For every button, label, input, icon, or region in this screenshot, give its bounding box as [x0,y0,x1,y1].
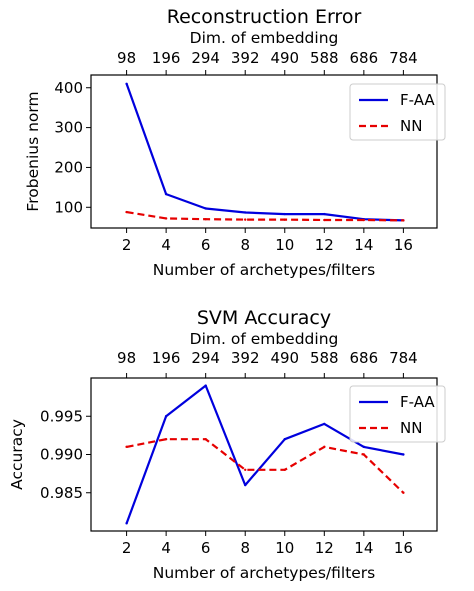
x-tick-label: 14 [354,539,373,557]
secondary-x-tick-label: 784 [389,349,418,367]
data-point [362,445,366,449]
x-tick-label: 6 [201,236,211,254]
y-tick-label: 100 [54,198,83,216]
legend-label: F-AA [400,393,435,411]
x-axis-title: Number of archetypes/filters [153,261,376,279]
secondary-x-tick-label: 294 [191,49,220,67]
legend-label: NN [400,117,422,135]
data-point [125,445,128,449]
data-point [244,211,247,214]
data-point [362,218,366,222]
x-tick-label: 8 [240,236,250,254]
data-point [402,491,405,494]
legend-label: NN [400,419,422,437]
data-point [283,218,286,221]
data-point [244,218,247,221]
legend-label: F-AA [400,91,435,109]
x-tick-label: 2 [122,236,132,254]
y-tick-label: 0.995 [40,407,83,425]
x-tick-label: 10 [275,539,294,557]
secondary-x-tick-label: 490 [270,349,299,367]
series-line-nn [126,438,405,494]
y-axis-title: Frobenius norm [24,91,42,211]
x-tick-label: 12 [315,236,334,254]
plot-frame [90,74,438,229]
x-tick-label: 2 [122,539,132,557]
data-point [402,219,405,222]
chart-title: Reconstruction Error [167,6,362,28]
data-point [244,483,247,487]
data-point [164,438,168,441]
y-tick-label: 200 [54,158,83,176]
x-tick-label: 6 [201,539,211,557]
data-point [323,212,326,216]
secondary-x-tick-label: 294 [191,349,220,367]
data-point [204,438,207,441]
secondary-x-axis-title: Dim. of embedding [190,29,339,47]
data-point [204,218,207,221]
data-point [283,468,286,471]
data-point [204,207,207,210]
data-point [125,210,128,214]
y-tick-label: 400 [54,79,83,97]
x-tick-label: 12 [315,539,334,557]
secondary-x-tick-label: 784 [389,49,418,67]
data-point [283,438,286,441]
x-tick-label: 10 [275,236,294,254]
secondary-x-tick-label: 392 [231,49,260,67]
legend: F-AA NN [349,83,446,141]
chart-title: SVM Accuracy [197,307,331,329]
series-line-f-aa [125,384,404,524]
secondary-x-tick-label: 392 [231,349,260,367]
x-tick-label: 16 [394,236,413,254]
data-point [244,468,247,471]
y-axis-title: Accuracy [8,419,26,490]
x-tick-label: 4 [161,236,171,254]
x-axis-title: Number of archetypes/filters [153,564,376,582]
x-tick-label: 16 [394,539,413,557]
y-tick-label: 0.985 [40,484,83,502]
secondary-x-tick-label: 98 [117,349,136,367]
secondary-x-tick-label: 196 [152,49,181,67]
plot-frame [90,377,438,532]
secondary-x-tick-label: 490 [270,49,299,67]
legend: F-AA NN [349,385,446,443]
data-point [164,192,168,196]
data-point [283,212,286,216]
data-point [402,453,405,456]
secondary-x-tick-label: 588 [310,349,339,367]
series-line-nn [126,211,404,222]
data-point [125,522,128,525]
data-point [204,384,207,387]
data-point [362,453,366,456]
secondary-x-tick-label: 686 [350,49,379,67]
secondary-x-tick-label: 588 [310,49,339,67]
data-point [164,415,168,418]
secondary-x-tick-label: 686 [350,349,379,367]
x-tick-label: 4 [161,539,171,557]
data-point [323,218,326,222]
data-point [125,82,128,85]
secondary-x-tick-label: 98 [117,49,136,67]
y-tick-label: 0.990 [40,446,83,464]
x-tick-label: 8 [240,539,250,557]
secondary-x-axis-title: Dim. of embedding [190,330,339,348]
secondary-x-tick-label: 196 [152,349,181,367]
y-tick-label: 300 [54,119,83,137]
x-tick-label: 14 [354,236,373,254]
data-point [323,445,326,449]
series-line-f-aa [125,83,404,222]
data-point [323,422,326,426]
data-point [164,217,168,220]
